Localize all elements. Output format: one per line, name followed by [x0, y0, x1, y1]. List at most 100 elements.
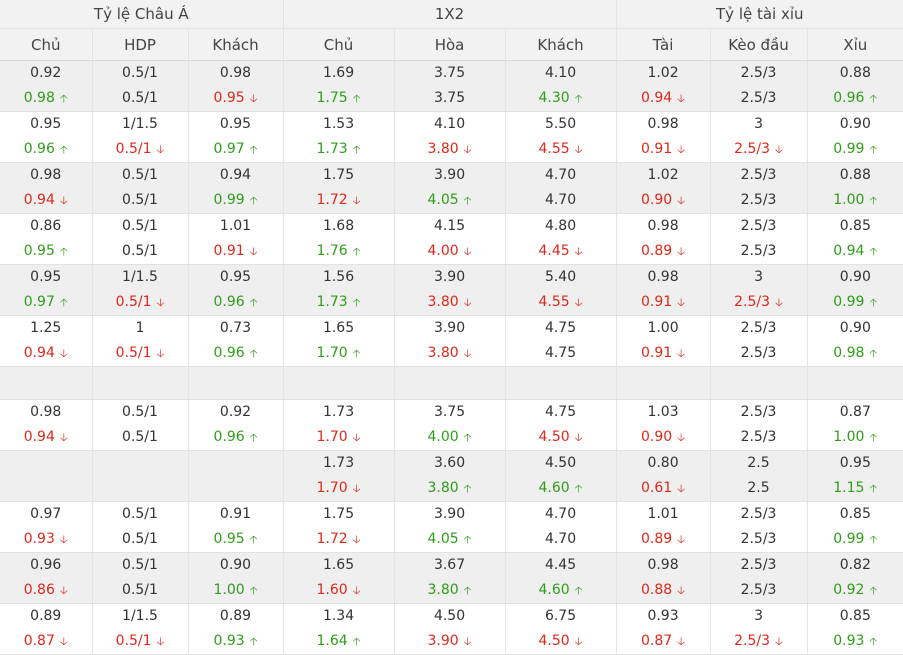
odds-cell: 4.70 4.70 [505, 162, 617, 214]
live-odds: 4.00 🡡 [395, 425, 505, 450]
live-odds-value: 3.80 [427, 345, 459, 361]
live-odds-value: 4.55 [538, 141, 570, 157]
opening-odds: 3.90 [433, 506, 466, 522]
arrow-up-icon: 🡡 [249, 347, 258, 360]
odds-cell: 1.25 0.94 🡣 [0, 315, 93, 367]
live-odds-value: 0.91 [640, 141, 673, 157]
opening-odds: 2.5/3 [740, 218, 777, 234]
live-odds: 0.96 🡡 [189, 425, 283, 450]
group-over-under: Tỷ lệ tài xỉu [616, 0, 903, 29]
arrow-up-icon: 🡡 [249, 431, 258, 444]
opening-odds: 3 [754, 116, 763, 132]
opening-odds: 0.98 [30, 167, 62, 183]
odds-cell: 1.01 0.91 🡣 [188, 213, 284, 265]
opening-odds: 2.5 [747, 455, 770, 471]
arrow-down-icon: 🡣 [59, 431, 68, 444]
live-odds: 1.70 🡣 [284, 425, 394, 450]
arrow-down-icon: 🡣 [677, 635, 686, 648]
live-odds-value: 1.70 [316, 480, 348, 496]
live-odds-value: 1.00 [833, 192, 865, 208]
live-odds: 0.91 🡣 [189, 239, 283, 264]
live-odds [189, 476, 283, 501]
live-odds: 1.70 🡣 [284, 476, 394, 501]
arrow-down-icon: 🡣 [352, 194, 361, 207]
live-odds: 1.15 🡡 [808, 476, 903, 501]
odds-cell: 0.85 0.93 🡡 [807, 603, 903, 655]
opening-odds: 1.75 [322, 167, 355, 183]
opening-odds: 0.73 [219, 320, 252, 336]
opening-odds: 1.65 [322, 557, 355, 573]
live-odds-value: 4.30 [538, 90, 570, 106]
live-odds: 1.75 🡡 [284, 86, 394, 111]
opening-odds: 0.97 [30, 506, 62, 522]
opening-odds: 1.02 [647, 65, 679, 81]
live-odds-value: 1.70 [316, 429, 348, 445]
opening-odds: 4.10 [433, 116, 466, 132]
live-odds-value: 0.95 [23, 243, 55, 259]
opening-odds: 0.94 [219, 167, 252, 183]
opening-odds: 4.70 [544, 506, 577, 522]
odds-cell: 0.95 1.15 🡡 [807, 450, 903, 502]
live-odds: 1.00 🡡 [808, 425, 903, 450]
live-odds: 1.70 🡡 [284, 341, 394, 366]
opening-odds: 4.80 [544, 218, 577, 234]
live-odds-value: 2.5/3 [740, 582, 777, 598]
opening-odds: 0.86 [30, 218, 62, 234]
arrow-up-icon: 🡡 [463, 431, 472, 444]
live-odds-value: 2.5/3 [734, 633, 771, 649]
arrow-down-icon: 🡣 [59, 194, 68, 207]
odds-cell: 0.87 1.00 🡡 [807, 399, 903, 451]
live-odds-value: 0.95 [213, 531, 245, 547]
col-header-1x2-home: Chủ [283, 28, 395, 61]
odds-cell: 3.60 3.80 🡡 [394, 450, 506, 502]
odds-cell: 0.94 0.99 🡡 [188, 162, 284, 214]
opening-odds: 0.88 [839, 167, 871, 183]
opening-odds: 0.96 [30, 557, 62, 573]
live-odds-value: 0.97 [213, 141, 245, 157]
arrow-up-icon: 🡡 [869, 194, 878, 207]
live-odds-value: 1.72 [316, 531, 348, 547]
odds-cell: 3 2.5/3 🡣 [710, 264, 808, 316]
odds-cell: 1.73 1.70 🡣 [283, 399, 395, 451]
empty-cell [807, 366, 903, 400]
opening-odds: 4.75 [544, 320, 577, 336]
odds-cell: 2.5/3 2.5/3 [710, 315, 808, 367]
live-odds: 1.64 🡡 [284, 629, 394, 654]
opening-odds: 1/1.5 [122, 116, 158, 132]
odds-cell: 5.50 4.55 🡣 [505, 111, 617, 163]
odds-cell: 0.85 0.99 🡡 [807, 501, 903, 553]
live-odds: 0.5/1 [93, 578, 188, 603]
live-odds-value: 4.55 [538, 294, 570, 310]
col-header-hdp: HDP [92, 28, 189, 61]
odds-cell: 5.40 4.55 🡣 [505, 264, 617, 316]
live-odds-value: 0.97 [23, 294, 55, 310]
arrow-down-icon: 🡣 [352, 482, 361, 495]
live-odds-value: 1.72 [316, 192, 348, 208]
opening-odds: 0.89 [30, 608, 62, 624]
live-odds: 0.96 🡡 [0, 137, 92, 162]
opening-odds: 1.69 [322, 65, 355, 81]
live-odds-value: 0.94 [833, 243, 865, 259]
live-odds: 0.91 🡣 [617, 137, 710, 162]
live-odds: 4.05 🡡 [395, 188, 505, 213]
arrow-down-icon: 🡣 [677, 194, 686, 207]
arrow-up-icon: 🡡 [249, 635, 258, 648]
live-odds: 0.91 🡣 [617, 341, 710, 366]
opening-odds: 0.95 [30, 116, 62, 132]
odds-cell: 1.53 1.73 🡡 [283, 111, 395, 163]
live-odds: 0.93 🡡 [808, 629, 903, 654]
odds-cell: 0.95 0.97 🡡 [188, 111, 284, 163]
odds-cell: 0.5/1 0.5/1 [92, 399, 189, 451]
live-odds: 4.60 🡡 [506, 578, 616, 603]
live-odds: 2.5 [711, 476, 807, 501]
live-odds-value: 0.5/1 [122, 90, 158, 106]
opening-odds: 1.03 [647, 404, 679, 420]
table-row: 0.98 0.94 🡣 0.5/1 0.5/1 0.94 0.99 🡡 1.75 1.72 🡣 3.9… [0, 162, 903, 214]
opening-odds: 0.87 [839, 404, 871, 420]
live-odds-value: 0.86 [23, 582, 55, 598]
live-odds-value: 2.5/3 [740, 429, 777, 445]
opening-odds: 0.90 [839, 116, 871, 132]
arrow-up-icon: 🡡 [463, 482, 472, 495]
opening-odds: 0.90 [219, 557, 252, 573]
arrow-up-icon: 🡡 [59, 296, 68, 309]
